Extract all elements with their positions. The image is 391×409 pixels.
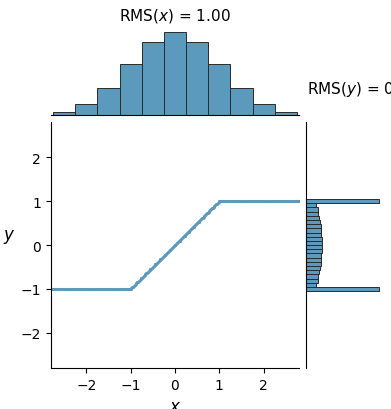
- Bar: [230, 88, 253, 116]
- Bar: [186, 43, 208, 116]
- Title: RMS($x$) = 1.00: RMS($x$) = 1.00: [119, 7, 231, 25]
- Bar: [306, 279, 318, 283]
- Text: RMS($y$) = 0.72: RMS($y$) = 0.72: [307, 80, 391, 99]
- Bar: [75, 104, 97, 116]
- Bar: [306, 262, 321, 266]
- Bar: [120, 65, 142, 116]
- Bar: [306, 237, 322, 241]
- Bar: [306, 208, 317, 212]
- Bar: [142, 43, 164, 116]
- Bar: [306, 204, 316, 208]
- Bar: [306, 245, 322, 249]
- Bar: [208, 65, 230, 116]
- Bar: [306, 212, 318, 216]
- Bar: [253, 104, 275, 116]
- Bar: [306, 220, 320, 225]
- Bar: [306, 229, 321, 233]
- Bar: [306, 254, 321, 258]
- Bar: [306, 216, 319, 220]
- Bar: [306, 287, 379, 292]
- Bar: [306, 275, 318, 279]
- Bar: [306, 225, 321, 229]
- Bar: [275, 112, 297, 116]
- Bar: [164, 33, 186, 116]
- Bar: [306, 271, 319, 275]
- Bar: [306, 249, 322, 254]
- Bar: [97, 89, 120, 116]
- Bar: [306, 283, 316, 287]
- Bar: [306, 200, 380, 204]
- X-axis label: $x$: $x$: [169, 397, 181, 409]
- Bar: [53, 112, 75, 116]
- Y-axis label: $y$: $y$: [3, 227, 16, 245]
- Bar: [306, 266, 320, 271]
- Bar: [306, 241, 322, 245]
- Bar: [306, 233, 321, 237]
- Bar: [306, 258, 321, 262]
